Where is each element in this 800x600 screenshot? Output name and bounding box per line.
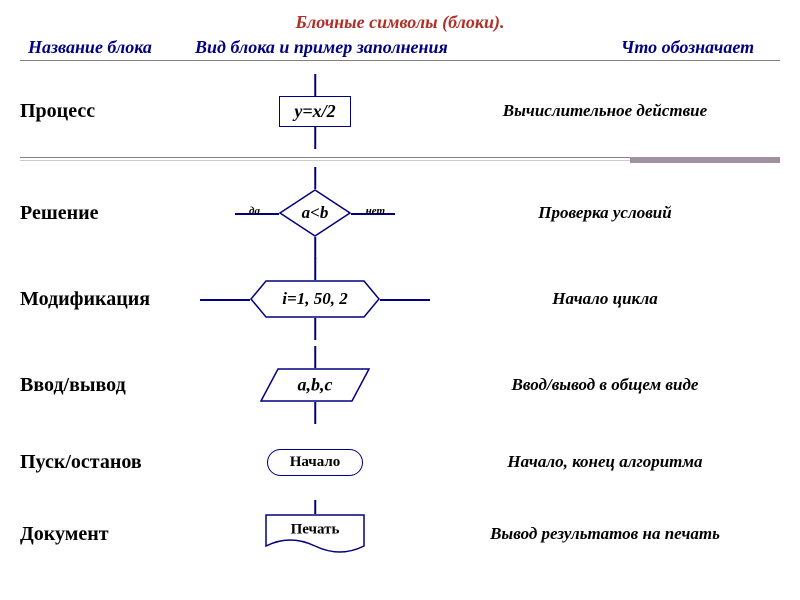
hexagon-label: i=1, 50, 2	[282, 289, 347, 309]
shape-hexagon: i=1, 50, 2	[200, 280, 430, 318]
row-document: Документ Печать Вывод результатов на печ…	[20, 503, 780, 565]
divider-top	[20, 60, 780, 61]
page-title: Блочные символы (блоки).	[20, 12, 780, 33]
header-shape: Вид блока и пример заполнения	[195, 37, 595, 58]
label-yes: да	[249, 205, 260, 217]
rect-label: y=x/2	[279, 96, 350, 127]
block-desc: Начало цикла	[430, 289, 780, 309]
shape-rectangle: y=x/2	[200, 96, 430, 127]
row-io: Ввод/вывод a,b,c Ввод/вывод в общем виде	[20, 349, 780, 421]
header-desc: Что обозначает	[595, 37, 780, 58]
block-name: Решение	[20, 202, 200, 225]
row-modification: Модификация i=1, 50, 2 Начало цикла	[20, 263, 780, 335]
column-headers: Название блока Вид блока и пример заполн…	[20, 37, 780, 58]
block-name: Ввод/вывод	[20, 374, 200, 397]
block-name: Процесс	[20, 100, 200, 123]
doc-label: Печать	[291, 522, 340, 539]
row-startstop: Пуск/останов Начало Начало, конец алгори…	[20, 431, 780, 493]
row-process: Процесс y=x/2 Вычислительное действие	[20, 75, 780, 147]
block-desc: Ввод/вывод в общем виде	[430, 375, 780, 395]
block-desc: Проверка условий	[430, 203, 780, 223]
block-name: Модификация	[20, 288, 200, 311]
label-no: нет	[366, 205, 385, 217]
diamond-label: a<b	[302, 203, 329, 223]
header-name: Название блока	[20, 37, 195, 58]
block-desc: Вывод результатов на печать	[430, 524, 780, 544]
row-decision: Решение да нет a<b Проверка условий	[20, 177, 780, 249]
para-label: a,b,c	[298, 375, 333, 396]
shape-document: Печать	[200, 514, 430, 554]
rounded-label: Начало	[267, 449, 364, 476]
shape-diamond: да нет a<b	[200, 189, 430, 237]
block-name: Пуск/останов	[20, 451, 200, 474]
block-desc: Начало, конец алгоритма	[430, 452, 780, 472]
shape-rounded: Начало	[200, 449, 430, 476]
block-desc: Вычислительное действие	[430, 101, 780, 121]
divider-mid	[20, 157, 780, 163]
shape-parallelogram: a,b,c	[200, 368, 430, 402]
block-name: Документ	[20, 523, 200, 546]
